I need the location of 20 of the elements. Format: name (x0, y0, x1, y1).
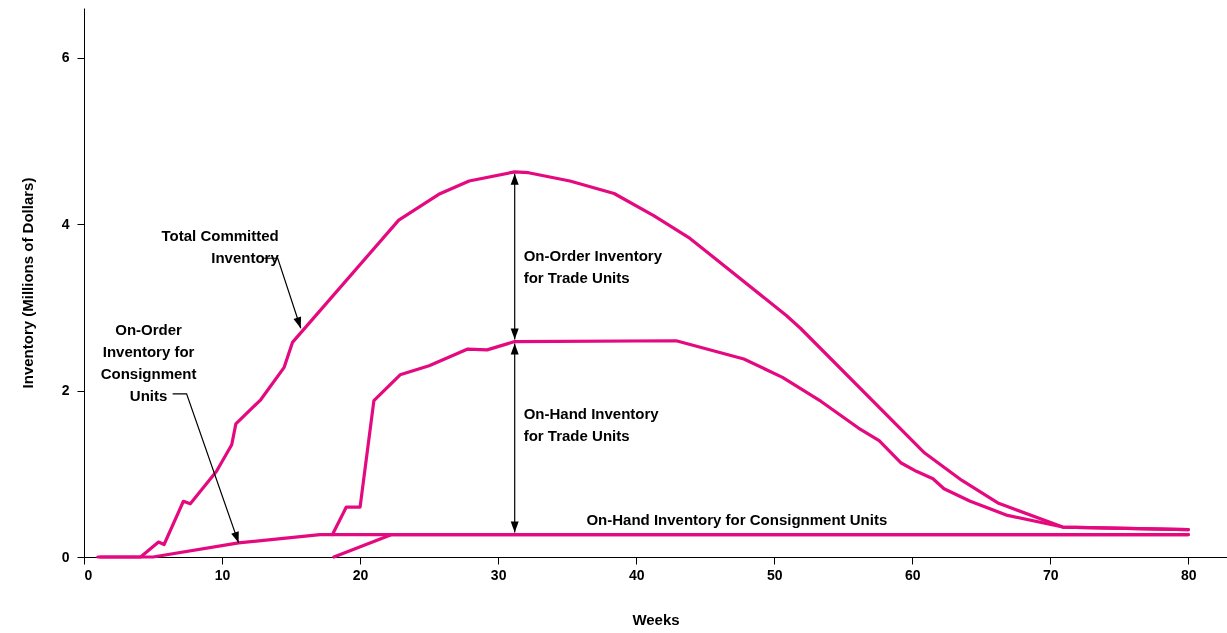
annotation: On-Order Inventory for Trade Units (523, 246, 663, 286)
annotation: On-Hand Inventory for Consignment Units (586, 510, 888, 528)
x-tick-label: 50 (766, 566, 783, 583)
annotation: Total Committed Inventory (161, 227, 280, 267)
x-tick-label: 10 (214, 566, 231, 583)
x-tick-label: 0 (84, 566, 93, 583)
annotation: On-Order Inventory for Consignment Units (100, 320, 197, 404)
x-tick-label: 30 (490, 566, 507, 583)
x-axis-title: Weeks (632, 610, 680, 628)
y-tick-label: 4 (61, 215, 70, 232)
x-tick-label: 40 (628, 566, 645, 583)
x-tick-label: 60 (904, 566, 921, 583)
y-tick-label: 2 (61, 382, 70, 399)
x-tick-label: 70 (1043, 566, 1059, 583)
y-axis-title: Inventory (Millions of Dollars) (18, 177, 36, 389)
y-tick-label: 6 (61, 49, 70, 66)
y-tick-label: 0 (61, 548, 70, 565)
x-tick-label: 20 (352, 566, 369, 583)
x-tick-label: 80 (1181, 566, 1197, 583)
annotation: On-Hand Inventory for Trade Units (523, 404, 660, 444)
